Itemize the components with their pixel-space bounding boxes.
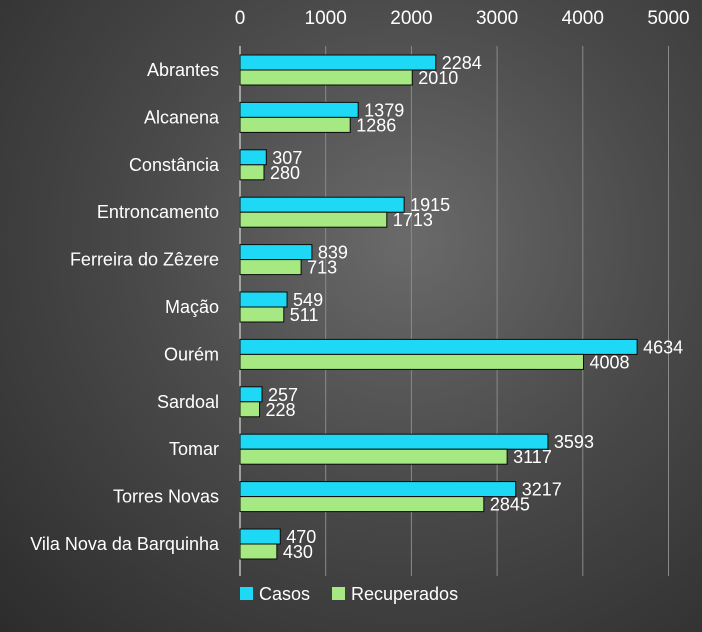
bar-casos [239, 386, 263, 403]
bar-casos [239, 528, 281, 545]
category-label: Ourém [164, 344, 219, 364]
category-label: Abrantes [147, 60, 219, 80]
category-label: Mação [165, 297, 219, 317]
data-label: 3593 [554, 432, 594, 452]
category-label: Torres Novas [113, 487, 219, 507]
bar-casos [239, 54, 437, 71]
data-label: 307 [272, 148, 302, 168]
data-label: 2010 [418, 68, 458, 88]
bar-casos [239, 338, 638, 355]
data-label: 713 [307, 258, 337, 278]
bar-recuperados [239, 211, 388, 228]
bar-casos [239, 196, 405, 213]
legend-swatch-recuperados [332, 587, 345, 600]
bar-casos [239, 481, 517, 498]
data-label: 430 [283, 542, 313, 562]
data-label: 3217 [522, 480, 562, 500]
legend-label: Casos [259, 584, 310, 604]
data-label: 1286 [356, 115, 396, 135]
category-label: Ferreira do Zêzere [70, 250, 219, 270]
data-label: 511 [290, 305, 319, 325]
data-label: 2284 [442, 53, 482, 73]
x-tick-label: 3000 [476, 8, 518, 29]
category-label: Vila Nova da Barquinha [30, 534, 220, 554]
bar-recuperados [239, 306, 285, 323]
category-label: Alcanena [144, 107, 220, 127]
bar-casos [239, 291, 288, 308]
data-label: 1379 [364, 100, 404, 120]
bar-casos [239, 149, 267, 166]
data-label: 4634 [643, 337, 683, 357]
data-label: 2845 [490, 495, 530, 515]
bar-casos [239, 244, 313, 261]
data-label: 549 [293, 290, 323, 310]
category-label: Tomar [169, 439, 219, 459]
data-label: 4008 [589, 352, 629, 372]
legend-swatch-casos [240, 587, 253, 600]
x-tick-label: 4000 [562, 8, 604, 29]
x-tick-label: 5000 [647, 8, 689, 29]
category-label: Entroncamento [97, 202, 219, 222]
bar-recuperados [239, 496, 485, 513]
data-label: 280 [270, 163, 300, 183]
data-label: 839 [318, 243, 348, 263]
x-tick-label: 1000 [305, 8, 347, 29]
data-label: 3117 [513, 447, 552, 467]
bar-recuperados [239, 401, 261, 418]
x-tick-label: 2000 [390, 8, 432, 29]
data-label: 228 [266, 400, 296, 420]
legend-label: Recuperados [351, 584, 458, 604]
bar-recuperados [239, 116, 351, 133]
x-tick-label: 0 [235, 8, 246, 29]
bar-recuperados [239, 259, 302, 276]
data-label: 257 [268, 385, 298, 405]
bar-recuperados [239, 69, 413, 86]
bar-recuperados [239, 164, 265, 181]
bar-recuperados [239, 543, 278, 560]
data-label: 1713 [393, 210, 433, 230]
bar-casos [239, 433, 549, 450]
data-label: 1915 [410, 195, 450, 215]
data-label: 470 [286, 527, 316, 547]
bar-recuperados [239, 353, 584, 370]
bar-casos [239, 101, 359, 118]
category-label: Sardoal [157, 392, 219, 412]
bar-recuperados [239, 448, 508, 465]
category-label: Constância [129, 155, 220, 175]
